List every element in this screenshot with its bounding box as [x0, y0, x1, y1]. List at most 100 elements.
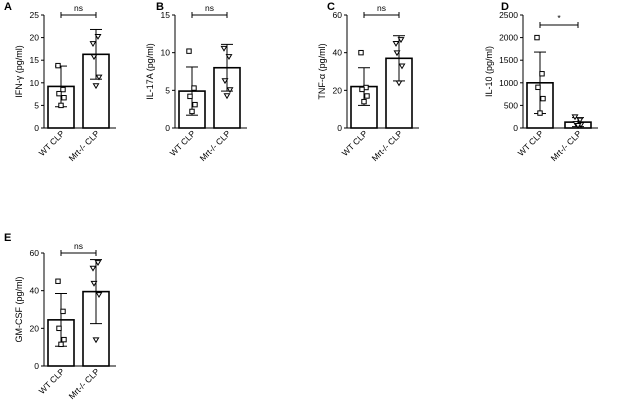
- significance-label: ns: [74, 241, 83, 251]
- y-tick-label: 10: [161, 48, 171, 58]
- category-label: Mrt-/- CLP: [370, 128, 405, 163]
- data-point: [221, 78, 229, 85]
- category-label: WT CLP: [37, 366, 67, 396]
- data-point: [359, 86, 365, 93]
- data-point: [95, 74, 103, 81]
- significance-label: ns: [74, 3, 83, 13]
- y-axis-label: IFN-γ (pg/ml): [14, 45, 24, 98]
- data-point: [189, 108, 195, 115]
- y-tick-label: 20: [30, 323, 40, 333]
- y-tick-label: 15: [30, 55, 40, 65]
- data-point: [364, 93, 370, 99]
- y-tick-label: 5: [165, 85, 170, 95]
- data-point: [534, 34, 540, 41]
- data-point: [537, 110, 543, 116]
- category-label: WT CLP: [516, 128, 546, 158]
- category-label: WT CLP: [37, 128, 67, 158]
- data-point: [225, 54, 233, 61]
- data-point: [92, 83, 100, 90]
- category-label: WT CLP: [340, 128, 370, 158]
- data-point: [571, 114, 579, 121]
- panel-e: E 0 20 40 60 GM-CSF (pg/ml) WT CLP Mrt-/- CLP ns: [4, 232, 116, 401]
- data-point: [94, 260, 102, 266]
- data-point: [55, 278, 61, 284]
- data-point: [398, 63, 406, 70]
- y-tick-label: 40: [30, 286, 40, 296]
- panel-letter: D: [501, 1, 509, 13]
- data-point: [187, 93, 193, 100]
- data-point: [192, 101, 198, 108]
- y-tick-label: 40: [333, 48, 343, 58]
- data-point: [58, 102, 64, 109]
- panel-c: C 0 20 40 60 TNF-α (pg/ml) WT CLP Mrt-/- CLP ns: [317, 1, 419, 163]
- data-point: [220, 45, 228, 52]
- y-tick-label: 20: [30, 33, 40, 43]
- panel-b: B 0 5 10 15 IL-17A (pg/ml) WT CLP Mrt-/- CLP ns: [145, 1, 247, 163]
- y-tick-label: 25: [30, 10, 40, 20]
- data-point: [223, 93, 231, 100]
- y-tick-label: 10: [30, 78, 40, 88]
- panel-letter: B: [156, 1, 164, 13]
- y-tick-label: 2500: [499, 10, 518, 20]
- data-point: [361, 98, 367, 105]
- category-label: Mrt-/- CLP: [549, 128, 584, 163]
- panel-a: A 0 5 10 15 20 25 IFN-γ (pg/ml) WT CLP Mrt-/- CLP…: [4, 1, 116, 163]
- panel-letter: E: [4, 232, 11, 244]
- data-point: [90, 54, 98, 61]
- data-point: [61, 336, 67, 343]
- data-point: [358, 49, 364, 56]
- y-tick-label: 0: [165, 123, 170, 133]
- data-point: [574, 122, 582, 129]
- category-label: Mrt-/- CLP: [198, 128, 233, 163]
- y-tick-label: 1500: [499, 55, 518, 65]
- y-axis-label: GM-CSF (pg/ml): [14, 277, 24, 343]
- data-point: [392, 40, 400, 47]
- y-axis-label: IL-10 (pg/ml): [484, 46, 494, 97]
- data-point: [539, 71, 545, 77]
- significance-label: ns: [377, 3, 386, 13]
- data-point: [576, 117, 584, 124]
- y-axis-label: IL-17A (pg/ml): [145, 43, 155, 100]
- data-point: [58, 341, 64, 348]
- panel-letter: A: [4, 1, 12, 13]
- data-point: [535, 84, 541, 91]
- y-tick-label: 5: [34, 100, 39, 110]
- y-tick-label: 500: [504, 100, 518, 110]
- y-tick-label: 0: [337, 123, 342, 133]
- data-point: [55, 62, 61, 69]
- y-tick-label: 1000: [499, 78, 518, 88]
- y-tick-label: 0: [34, 361, 39, 371]
- data-point: [92, 337, 100, 344]
- category-label: Mrt-/- CLP: [67, 128, 102, 163]
- data-point: [226, 87, 234, 94]
- data-point: [393, 50, 401, 57]
- significance-label: ns: [205, 3, 214, 13]
- y-tick-label: 0: [34, 123, 39, 133]
- category-label: Mrt-/- CLP: [67, 366, 102, 401]
- data-point: [397, 37, 405, 44]
- data-point: [540, 95, 546, 102]
- significance-label: *: [557, 13, 561, 23]
- category-label: WT CLP: [168, 128, 198, 158]
- y-tick-label: 0: [513, 123, 518, 133]
- data-point: [90, 280, 98, 287]
- y-tick-label: 2000: [499, 33, 518, 43]
- panel-d: D 0 500 1000 1500 2000 2500 IL-10 (pg/ml) WT CLP…: [484, 1, 598, 163]
- data-point: [94, 33, 102, 40]
- data-point: [95, 292, 103, 299]
- data-point: [395, 80, 403, 87]
- y-tick-label: 15: [161, 10, 171, 20]
- y-tick-label: 60: [333, 10, 343, 20]
- y-tick-label: 60: [30, 248, 40, 258]
- data-point: [89, 41, 97, 48]
- y-tick-label: 20: [333, 85, 343, 95]
- data-point: [60, 86, 66, 93]
- data-point: [61, 95, 67, 101]
- data-point: [56, 90, 62, 97]
- panel-letter: C: [327, 1, 335, 13]
- data-point: [60, 308, 66, 315]
- y-axis-label: TNF-α (pg/ml): [317, 43, 327, 99]
- data-point: [186, 48, 192, 54]
- data-point: [56, 325, 62, 332]
